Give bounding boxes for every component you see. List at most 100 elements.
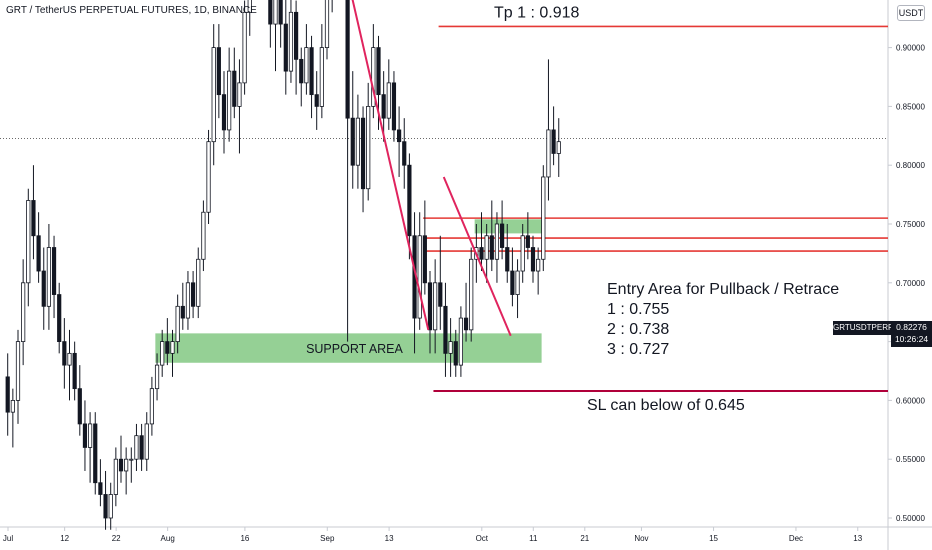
candle-body bbox=[381, 94, 386, 119]
candle-body bbox=[31, 200, 36, 237]
candle-body bbox=[314, 94, 319, 107]
candle-body bbox=[479, 247, 484, 260]
candle bbox=[242, 0, 247, 95]
candle-body bbox=[134, 435, 139, 460]
candle bbox=[227, 47, 232, 142]
x-tick-label: 16 bbox=[240, 534, 249, 543]
current-price-value: 0.82276 bbox=[896, 322, 927, 332]
candle bbox=[278, 0, 283, 48]
x-tick-label: 11 bbox=[529, 534, 538, 543]
candle-body bbox=[453, 341, 458, 366]
candle-body bbox=[293, 11, 299, 60]
candle bbox=[324, 0, 330, 60]
candle bbox=[149, 376, 154, 436]
entry-note-line: 3 : 0.727 bbox=[607, 341, 669, 358]
candle-body bbox=[520, 235, 525, 272]
candle bbox=[530, 235, 536, 283]
candle-body bbox=[484, 235, 489, 260]
candle bbox=[510, 247, 515, 307]
candle-body bbox=[41, 270, 46, 307]
x-tick-label: Oct bbox=[476, 534, 489, 543]
candle-body bbox=[350, 117, 355, 166]
candle-body bbox=[175, 305, 180, 343]
candle bbox=[165, 318, 170, 366]
candle bbox=[355, 94, 361, 189]
candle bbox=[129, 447, 134, 483]
x-tick-label: 13 bbox=[853, 534, 862, 543]
candle bbox=[21, 259, 26, 366]
candle-body bbox=[283, 23, 288, 72]
candle bbox=[15, 329, 21, 424]
candle-body bbox=[77, 388, 82, 425]
candle-body bbox=[391, 82, 397, 131]
candle-body bbox=[319, 47, 324, 107]
candle-body bbox=[304, 47, 309, 84]
candle bbox=[268, 0, 273, 48]
candle bbox=[505, 224, 510, 283]
candle bbox=[438, 235, 443, 330]
candle-body bbox=[196, 258, 201, 307]
candle bbox=[26, 188, 31, 307]
candle-body bbox=[299, 58, 304, 84]
candle-body bbox=[458, 317, 464, 366]
candle bbox=[196, 247, 201, 319]
candle-body bbox=[469, 258, 474, 331]
candle-body bbox=[494, 223, 500, 260]
candle-body bbox=[221, 94, 227, 131]
candle bbox=[546, 59, 551, 201]
candle-body bbox=[21, 282, 26, 342]
candle-body bbox=[422, 235, 427, 284]
candle-body bbox=[536, 258, 541, 272]
candle-body bbox=[360, 117, 366, 190]
candle-countdown: 10:26:24 bbox=[894, 334, 929, 344]
candle bbox=[536, 247, 541, 295]
candle-body bbox=[15, 341, 21, 401]
candle-body bbox=[5, 376, 10, 413]
y-tick-label: 0.90000 bbox=[896, 44, 925, 53]
candle-body bbox=[98, 482, 103, 495]
y-tick-label: 0.75000 bbox=[896, 220, 925, 229]
candle-body bbox=[118, 458, 124, 472]
x-tick-label: Nov bbox=[634, 534, 648, 543]
currency-badge[interactable]: USDT bbox=[897, 5, 925, 21]
candle bbox=[319, 24, 324, 119]
candle-body bbox=[268, 0, 273, 25]
candle bbox=[453, 329, 458, 377]
candle bbox=[381, 71, 386, 142]
candle bbox=[103, 470, 108, 530]
candle bbox=[448, 318, 453, 377]
candle-body bbox=[448, 341, 453, 354]
candle-body bbox=[402, 141, 407, 166]
candle-body bbox=[129, 458, 134, 461]
candle bbox=[113, 447, 118, 507]
candle-body bbox=[288, 11, 294, 72]
candle-body bbox=[160, 341, 165, 366]
candle-body bbox=[185, 282, 191, 319]
candle-body bbox=[247, 0, 252, 13]
x-tick-label: 15 bbox=[709, 534, 718, 543]
candle-body bbox=[546, 129, 551, 178]
candle bbox=[175, 294, 180, 354]
candle bbox=[62, 318, 67, 389]
candle bbox=[515, 259, 520, 319]
candle-body bbox=[525, 235, 530, 248]
candle-body bbox=[93, 423, 98, 484]
candle-body bbox=[355, 117, 361, 166]
x-tick-label: 13 bbox=[385, 534, 394, 543]
entry-note-line: 2 : 0.738 bbox=[607, 321, 669, 338]
candle-body bbox=[103, 494, 108, 519]
candle bbox=[206, 129, 211, 224]
level-label: Tp 1 : 0.918 bbox=[494, 4, 579, 21]
candle bbox=[360, 106, 366, 213]
y-tick-label: 0.60000 bbox=[896, 396, 925, 405]
candle bbox=[108, 482, 113, 530]
x-tick-label: 22 bbox=[112, 534, 121, 543]
candle-body bbox=[26, 200, 31, 284]
candle bbox=[386, 59, 391, 130]
candle bbox=[402, 118, 407, 189]
candle-body bbox=[165, 341, 170, 354]
candle-body bbox=[88, 423, 93, 448]
candle bbox=[201, 200, 206, 272]
candle-body bbox=[72, 352, 77, 390]
